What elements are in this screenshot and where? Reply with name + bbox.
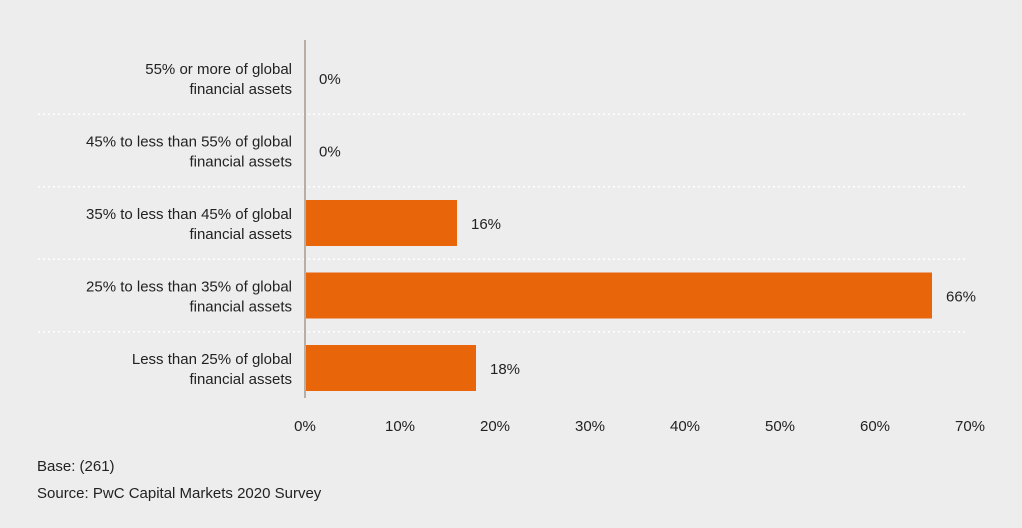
bar [305,345,476,391]
x-tick-label: 0% [294,418,316,435]
category-label: 35% to less than 45% of global financial … [86,206,292,243]
source-note: Source: PwC Capital Markets 2020 Survey [37,485,322,502]
x-tick-label: 10% [385,418,415,435]
data-label: 0% [319,71,341,88]
data-label: 66% [946,289,976,306]
x-tick-label: 40% [670,418,700,435]
x-tick-label: 20% [480,418,510,435]
x-tick-label: 70% [955,418,985,435]
data-label: 0% [319,144,341,161]
category-label: 25% to less than 35% of global financial … [86,279,292,316]
x-tick-label: 50% [765,418,795,435]
category-label: Less than 25% of global financial assets [132,351,292,388]
x-tick-label: 60% [860,418,890,435]
data-label: 18% [490,361,520,378]
bar [305,272,932,319]
category-label: 55% or more of global financial assets [145,61,292,98]
category-label: 45% to less than 55% of global financial … [86,134,292,171]
bar [305,200,457,246]
base-note: Base: (261) [37,458,115,475]
x-tick-label: 30% [575,418,605,435]
data-label: 16% [471,216,501,233]
